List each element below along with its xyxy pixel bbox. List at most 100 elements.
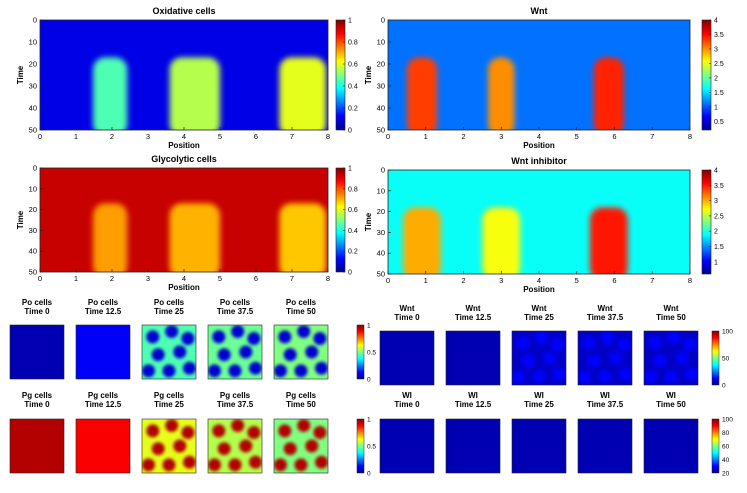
snapshot-spot	[212, 424, 226, 438]
x-tick-label: 1	[424, 132, 428, 141]
snapshot-title: WI	[402, 391, 412, 400]
colorbar-tick-label: 0	[367, 471, 371, 478]
snapshot-spot	[644, 370, 657, 384]
snapshot-spot	[653, 354, 667, 368]
colorbar-tick-label: 0	[348, 270, 352, 277]
x-tick-label: 1	[74, 274, 78, 283]
snapshot-spot	[305, 345, 319, 359]
snapshot-spot	[228, 364, 242, 378]
snapshot-spot	[675, 351, 689, 365]
snapshot-spot	[297, 419, 311, 432]
snapshot-time: Time 25	[154, 400, 184, 409]
snapshot-spot	[685, 367, 698, 381]
y-tick-label: 20	[29, 60, 37, 69]
x-tick-label: 0	[38, 274, 42, 283]
snapshot-spot	[648, 336, 662, 350]
snapshot-spot	[142, 364, 155, 378]
snapshot-time: Time 12.5	[455, 313, 492, 322]
colorbar	[356, 324, 365, 380]
colorbar-tick-label: 1	[348, 18, 352, 25]
colorbar-tick-label: 0.5	[367, 444, 376, 451]
snapshot-spot	[249, 361, 262, 375]
snapshot-spot	[239, 345, 253, 359]
x-tick-label: 2	[110, 132, 114, 141]
snapshot-frame	[445, 418, 501, 474]
snapshot-time: Time 12.5	[85, 307, 122, 316]
heatmap-stripe	[279, 203, 327, 272]
snapshot-spot	[315, 455, 328, 469]
x-tick-label: 7	[290, 274, 294, 283]
heatmap-stripe	[169, 57, 220, 130]
x-tick-label: 8	[688, 276, 692, 285]
colorbar	[356, 418, 365, 474]
snapshot-spot	[619, 367, 632, 381]
snapshot-spot	[208, 364, 221, 378]
x-tick-label: 7	[650, 276, 654, 285]
colorbar-tick-label: 2	[714, 229, 718, 236]
snapshot-title: Wnt	[399, 304, 414, 313]
snapshot-title: WI	[534, 391, 544, 400]
heatmap-panel: Wnt 0 1 2 3 4 5 6 7 8 Position 0 10 20 30 40 50 Time 0.5 1 1…	[364, 6, 724, 150]
x-tick-label: 5	[218, 132, 222, 141]
snapshot-spot	[228, 458, 242, 472]
snapshot-title: Wnt	[465, 304, 480, 313]
colorbar	[701, 169, 712, 275]
colorbar-tick-label: 0.2	[348, 106, 358, 113]
snapshot-spot	[146, 424, 160, 438]
x-tick-label: 6	[254, 274, 258, 283]
snapshot-spot	[521, 354, 535, 368]
heatmap-stripe	[593, 57, 624, 130]
snapshot-frame	[643, 418, 699, 474]
snapshot-title: Wnt	[663, 304, 678, 313]
snapshot-frame	[9, 418, 65, 474]
snapshot-spot	[553, 367, 566, 381]
snapshot-spot	[587, 354, 601, 368]
snapshot-spot	[142, 458, 155, 472]
x-tick-label: 4	[537, 276, 541, 285]
x-tick-label: 7	[290, 132, 294, 141]
snapshot-title: Po cells	[154, 298, 185, 307]
colorbar	[711, 418, 720, 474]
snapshot-spot	[231, 325, 245, 338]
x-tick-label: 8	[688, 132, 692, 141]
snapshot-spot	[667, 331, 681, 344]
y-tick-label: 0	[33, 164, 37, 173]
snapshot-title: WI	[468, 391, 478, 400]
y-axis-label: Time	[16, 65, 25, 84]
snapshot-time: Time 37.5	[217, 400, 254, 409]
panel-title: Wnt	[531, 6, 548, 16]
snapshot-time: Time 37.5	[587, 400, 624, 409]
x-tick-label: 3	[499, 276, 503, 285]
snapshot-time: Time 25	[524, 400, 554, 409]
x-tick-label: 8	[326, 132, 330, 141]
x-tick-label: 5	[575, 276, 579, 285]
snapshot-time: Time 12.5	[85, 400, 122, 409]
snapshot-frame	[511, 418, 567, 474]
y-tick-label: 20	[377, 60, 385, 69]
x-tick-label: 5	[575, 132, 579, 141]
x-axis-label: Position	[523, 285, 555, 294]
x-tick-label: 3	[146, 274, 150, 283]
colorbar-tick-label: 1	[367, 417, 371, 424]
snapshot-spot	[294, 458, 308, 472]
snapshot-time: Time 0	[24, 307, 50, 316]
snapshot-title: Wnt	[531, 304, 546, 313]
snapshot-frame	[273, 418, 329, 474]
x-tick-label: 1	[424, 276, 428, 285]
x-tick-label: 1	[74, 132, 78, 141]
colorbar-tick-label: 0	[367, 377, 371, 384]
snapshot-spot	[609, 351, 623, 365]
snapshot-spot	[173, 345, 187, 359]
y-tick-label: 40	[377, 104, 385, 113]
snapshot-title: Wnt	[597, 304, 612, 313]
snapshot-frame	[379, 330, 435, 386]
colorbar-tick-label: 0	[722, 383, 726, 390]
colorbar-tick-label: 100	[722, 417, 733, 424]
heatmap-stripe	[93, 57, 128, 130]
snapshot-spot	[247, 332, 261, 345]
snapshot-spot	[283, 348, 297, 362]
snapshot-spot	[578, 370, 591, 384]
